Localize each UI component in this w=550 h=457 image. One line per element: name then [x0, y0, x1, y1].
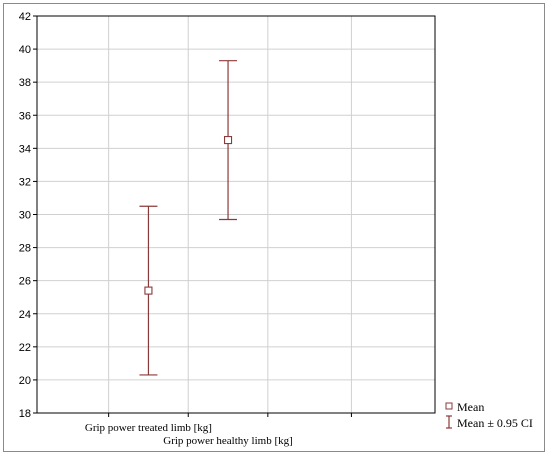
category-labels: Grip power treated limb [kg] Grip power … [85, 422, 293, 447]
legend-mean-label: Mean [457, 400, 484, 414]
grid-lines [37, 16, 435, 413]
mean-point [144, 286, 153, 295]
y-tick-label: 30 [19, 210, 31, 222]
legend-ci-marker [446, 415, 452, 429]
category-label-treated: Grip power treated limb [kg] [85, 422, 212, 434]
x-axis [108, 413, 352, 417]
y-tick-label: 20 [19, 375, 31, 387]
data-marks [139, 60, 238, 376]
y-tick-label: 34 [19, 143, 31, 155]
y-tick-label: 32 [19, 176, 31, 188]
y-tick-label: 36 [19, 110, 31, 122]
y-tick-label: 26 [19, 276, 31, 288]
y-tick-label: 22 [19, 342, 31, 354]
y-tick-label: 38 [19, 77, 31, 89]
y-tick-label: 24 [19, 309, 31, 321]
y-tick-label: 28 [19, 243, 31, 255]
y-tick-label: 18 [19, 408, 31, 420]
y-tick-label: 40 [19, 44, 31, 56]
category-label-healthy: Grip power healthy limb [kg] [163, 435, 293, 447]
legend: Mean Mean ± 0.95 CI [445, 400, 533, 430]
legend-mean-marker [445, 402, 453, 410]
chart-frame [3, 3, 545, 452]
mean-point [223, 136, 233, 145]
y-axis: 18 20 22 24 26 28 30 32 34 36 38 40 42 [19, 11, 37, 420]
legend-ci-label: Mean ± 0.95 CI [457, 416, 533, 430]
y-tick-label: 42 [19, 11, 31, 23]
